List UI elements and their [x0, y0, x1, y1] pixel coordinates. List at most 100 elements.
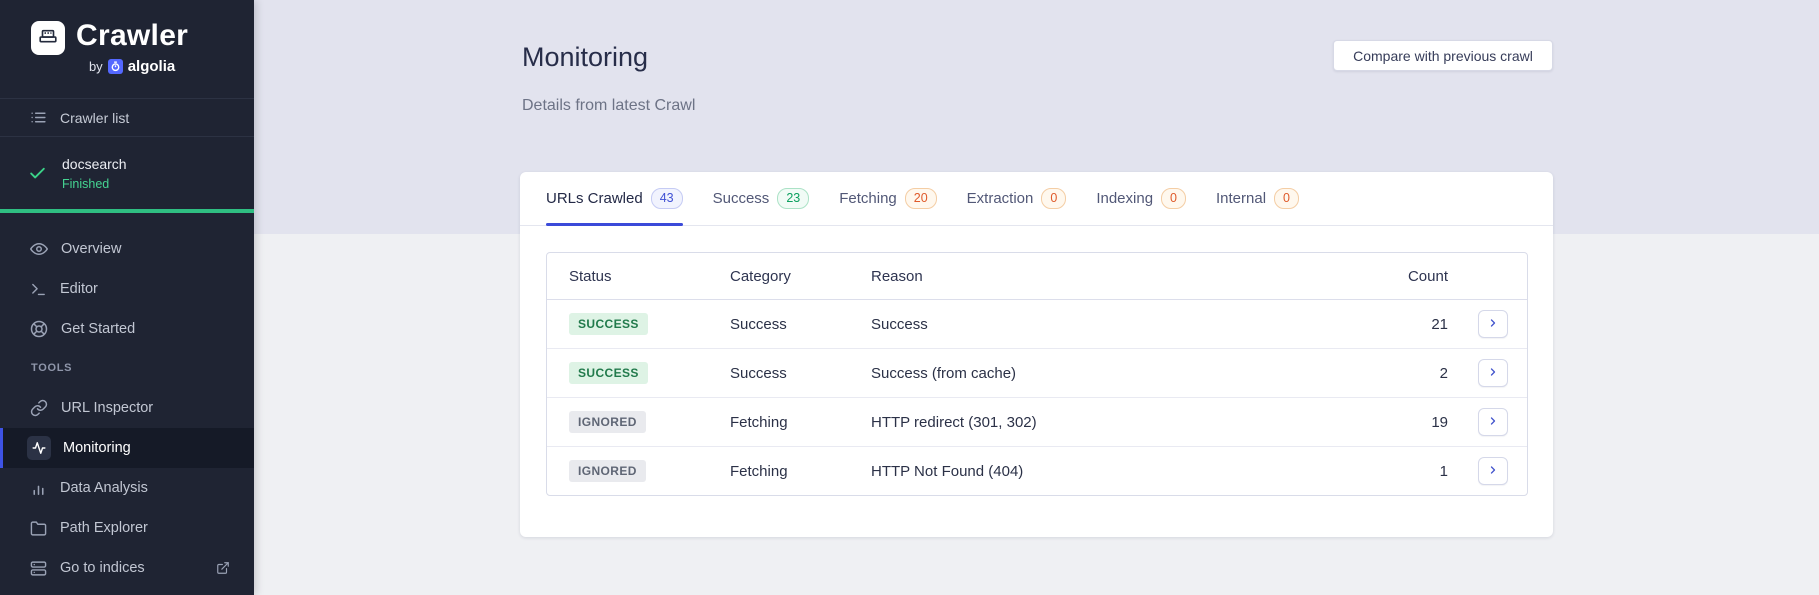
- folder-icon: [30, 520, 47, 537]
- lifebuoy-icon: [30, 320, 48, 338]
- sidebar-item-label: Data Analysis: [60, 480, 148, 496]
- sidebar-item-label: Editor: [60, 281, 98, 297]
- sidebar-item-path-explorer[interactable]: Path Explorer: [0, 508, 254, 548]
- crawler-logo-icon: [31, 21, 65, 55]
- tab-indexing[interactable]: Indexing 0: [1096, 172, 1186, 225]
- column-header-category: Category: [730, 267, 791, 285]
- tab-label: Fetching: [839, 190, 897, 207]
- logo-byline: by algolia: [76, 58, 188, 75]
- category-cell: Fetching: [730, 413, 788, 431]
- sidebar-item-crawler-list[interactable]: Crawler list: [0, 99, 254, 136]
- status-badge: IGNORED: [569, 460, 646, 482]
- bar-chart-icon: [30, 480, 47, 497]
- row-expand-button[interactable]: [1478, 457, 1508, 485]
- list-icon: [30, 109, 47, 126]
- sidebar-divider: [0, 98, 254, 99]
- sidebar-item-label: Get Started: [61, 321, 136, 337]
- tab-count-badge: 43: [650, 187, 683, 210]
- table-row: SUCCESS Success Success (from cache) 2: [547, 348, 1527, 397]
- sidebar-item-editor[interactable]: Editor: [0, 269, 254, 309]
- count-cell: 2: [1439, 364, 1448, 382]
- sidebar-item-overview[interactable]: Overview: [0, 229, 254, 269]
- count-cell: 19: [1431, 413, 1448, 431]
- sidebar-item-go-to-indices[interactable]: Go to indices: [0, 548, 254, 588]
- monitoring-card: URLs Crawled 43 Success 23 Fetching 20 E…: [520, 172, 1553, 537]
- logo-text: Crawler by algolia: [76, 21, 188, 98]
- tab-count-badge: 20: [904, 187, 937, 210]
- tab-label: Indexing: [1096, 190, 1154, 207]
- sidebar-item-monitoring[interactable]: Monitoring: [0, 428, 254, 468]
- sidebar: Crawler by algolia: [0, 0, 254, 595]
- current-crawler-status[interactable]: docsearch Finished: [0, 137, 254, 209]
- table-row: IGNORED Fetching HTTP redirect (301, 302…: [547, 397, 1527, 446]
- tab-urls-crawled[interactable]: URLs Crawled 43: [546, 172, 683, 226]
- status-tabs: URLs Crawled 43 Success 23 Fetching 20 E…: [520, 172, 1553, 226]
- logo-title: Crawler: [76, 19, 189, 52]
- sidebar-item-url-inspector[interactable]: URL Inspector: [0, 388, 254, 428]
- tab-label: Extraction: [966, 190, 1034, 207]
- reason-cell: HTTP redirect (301, 302): [871, 413, 1037, 431]
- tab-success[interactable]: Success 23: [713, 172, 810, 225]
- sidebar-nav: Overview Editor Get Star: [0, 229, 254, 588]
- server-icon: [30, 560, 47, 577]
- reason-cell: Success (from cache): [871, 364, 1017, 382]
- category-cell: Fetching: [730, 462, 788, 480]
- main-content: Monitoring Compare with previous crawl D…: [254, 0, 1819, 595]
- tools-section-label: TOOLS: [31, 362, 73, 374]
- chevron-right-icon: [1487, 317, 1499, 332]
- sidebar-divider: [0, 136, 254, 137]
- activity-icon: [27, 436, 51, 460]
- chevron-right-icon: [1487, 415, 1499, 430]
- sidebar-item-label: Monitoring: [63, 440, 131, 456]
- sidebar-item-label: Go to indices: [60, 560, 145, 576]
- sidebar-item-get-started[interactable]: Get Started: [0, 309, 254, 349]
- crawler-state: Finished: [62, 176, 110, 191]
- reason-cell: HTTP Not Found (404): [871, 462, 1024, 480]
- tab-label: URLs Crawled: [546, 190, 643, 207]
- column-header-status: Status: [569, 267, 612, 285]
- tab-count-badge: 0: [1161, 187, 1186, 210]
- category-cell: Success: [730, 364, 787, 382]
- sidebar-item-label: Crawler list: [60, 109, 130, 126]
- status-badge: SUCCESS: [569, 313, 648, 335]
- column-header-reason: Reason: [871, 267, 923, 285]
- tab-label: Internal: [1216, 190, 1267, 207]
- crawler-name: docsearch: [62, 155, 127, 172]
- eye-icon: [30, 240, 48, 258]
- check-icon: [28, 164, 47, 183]
- category-cell: Success: [730, 315, 787, 333]
- terminal-icon: [30, 281, 47, 298]
- crawl-progress-bar: [0, 209, 254, 213]
- chevron-right-icon: [1487, 464, 1499, 479]
- chevron-right-icon: [1487, 366, 1499, 381]
- status-badge: IGNORED: [569, 411, 646, 433]
- page-subtitle: Details from latest Crawl: [522, 97, 696, 114]
- table-row: IGNORED Fetching HTTP Not Found (404) 1: [547, 446, 1527, 495]
- sidebar-item-label: Overview: [61, 241, 122, 257]
- reason-cell: Success: [871, 315, 928, 333]
- algolia-brand-name: algolia: [127, 58, 176, 75]
- tab-fetching[interactable]: Fetching 20: [839, 172, 937, 225]
- table-header-row: Status Category Reason Count: [547, 253, 1527, 299]
- row-expand-button[interactable]: [1478, 408, 1508, 436]
- tab-internal[interactable]: Internal 0: [1216, 172, 1299, 225]
- count-cell: 21: [1431, 315, 1448, 333]
- external-link-icon: [216, 561, 230, 575]
- sidebar-item-data-analysis[interactable]: Data Analysis: [0, 468, 254, 508]
- logo-by-text: by: [88, 59, 103, 74]
- row-expand-button[interactable]: [1478, 359, 1508, 387]
- count-cell: 1: [1439, 462, 1448, 480]
- sidebar-item-label: URL Inspector: [61, 400, 154, 416]
- page-title: Monitoring: [522, 42, 649, 72]
- link-icon: [30, 399, 48, 417]
- row-expand-button[interactable]: [1478, 310, 1508, 338]
- crawler-logo[interactable]: Crawler by algolia: [0, 0, 254, 98]
- status-badge: SUCCESS: [569, 362, 648, 384]
- tab-extraction[interactable]: Extraction 0: [967, 172, 1067, 225]
- crawl-results-table: Status Category Reason Count SUCCESS Suc…: [546, 252, 1528, 496]
- tab-count-badge: 0: [1041, 187, 1067, 210]
- compare-with-previous-crawl-button[interactable]: Compare with previous crawl: [1333, 40, 1553, 71]
- column-header-count: Count: [1407, 267, 1448, 285]
- crawler-status-text: docsearch Finished: [62, 156, 127, 191]
